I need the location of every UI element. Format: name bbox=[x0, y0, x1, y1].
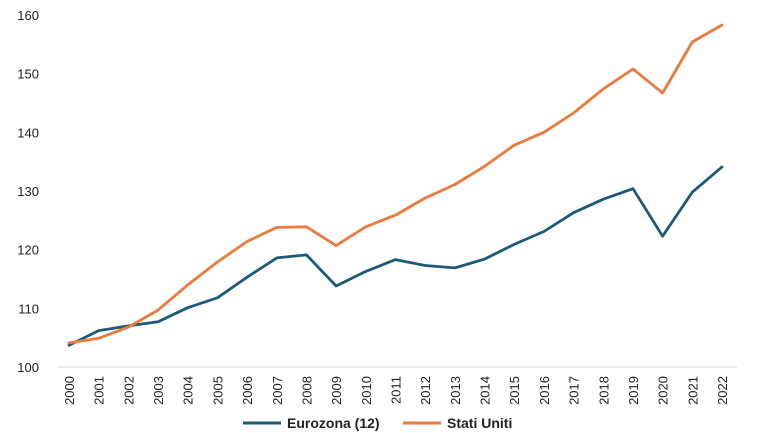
x-tick-label: 2004 bbox=[181, 376, 196, 405]
x-tick-label: 2019 bbox=[626, 376, 641, 405]
series-line-eurozona bbox=[67, 165, 724, 347]
legend-item-stati-uniti: Stati Uniti bbox=[403, 415, 512, 431]
y-axis: 100 110 120 130 140 150 160 bbox=[17, 8, 39, 375]
x-tick-label: 2015 bbox=[507, 376, 522, 405]
legend: Eurozona (12) Stati Uniti bbox=[243, 415, 512, 431]
x-tick-label: 2002 bbox=[121, 376, 136, 405]
series-layer bbox=[67, 23, 724, 347]
y-tick-label: 130 bbox=[17, 184, 39, 199]
x-tick-label: 2021 bbox=[685, 376, 700, 405]
x-tick-label: 2022 bbox=[715, 376, 730, 405]
x-tick-label: 2001 bbox=[92, 376, 107, 405]
x-tick-label: 2003 bbox=[151, 376, 166, 405]
x-tick-label: 2010 bbox=[359, 376, 374, 405]
series-line-stati-uniti bbox=[67, 23, 724, 345]
x-tick-label: 2014 bbox=[478, 376, 493, 405]
x-tick-label: 2000 bbox=[62, 376, 77, 405]
y-tick-label: 140 bbox=[17, 125, 39, 140]
x-tick-label: 2020 bbox=[656, 376, 671, 405]
y-tick-label: 110 bbox=[18, 301, 39, 316]
x-tick-label: 2009 bbox=[329, 376, 344, 405]
x-axis: 2000 2001 2002 2003 2004 2005 2006 2007 2008 2009… bbox=[58, 366, 737, 405]
y-tick-label: 160 bbox=[17, 8, 39, 23]
y-tick-label: 100 bbox=[17, 360, 39, 375]
x-tick-label: 2005 bbox=[210, 376, 225, 405]
y-tick-label: 120 bbox=[17, 243, 39, 258]
x-tick-label: 2007 bbox=[270, 376, 285, 405]
legend-label-stati-uniti: Stati Uniti bbox=[447, 415, 512, 431]
x-tick-label: 2006 bbox=[240, 376, 255, 405]
x-tick-label: 2011 bbox=[389, 376, 404, 404]
legend-item-eurozona: Eurozona (12) bbox=[243, 415, 380, 431]
x-tick-label: 2016 bbox=[537, 376, 552, 405]
x-tick-label: 2013 bbox=[448, 376, 463, 405]
y-tick-label: 150 bbox=[17, 67, 39, 82]
x-tick-label: 2008 bbox=[299, 376, 314, 405]
legend-label-eurozona: Eurozona (12) bbox=[287, 415, 380, 431]
x-tick-label: 2012 bbox=[418, 376, 433, 405]
x-tick-label: 2017 bbox=[567, 376, 582, 405]
x-tick-label: 2018 bbox=[596, 376, 611, 405]
